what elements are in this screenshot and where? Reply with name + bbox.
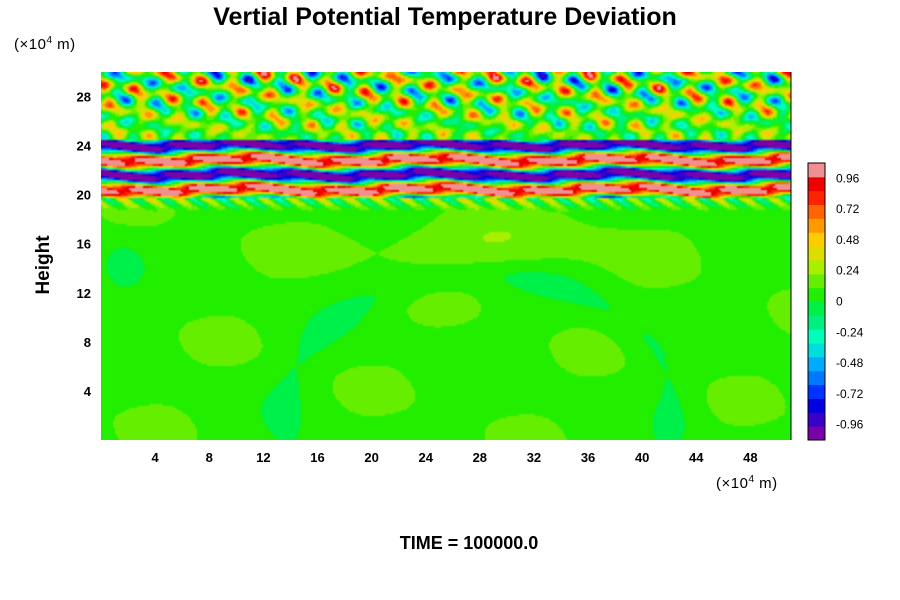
colorbar [807, 162, 826, 441]
x-tick-label: 40 [635, 450, 649, 465]
colorbar-tick-label: -0.72 [836, 387, 864, 401]
x-tick-label: 36 [581, 450, 595, 465]
chart-title: Vertial Potential Temperature Deviation [213, 3, 677, 31]
colorbar-swatch [808, 315, 825, 330]
x-tick-label: 16 [310, 450, 324, 465]
x-tick-label: 28 [473, 450, 487, 465]
y-tick-label: 4 [84, 384, 92, 399]
colorbar-swatch [808, 356, 825, 372]
x-tick-label: 32 [527, 450, 541, 465]
y-axis-unit: (×104 m) [14, 35, 76, 53]
y-tick-label: 24 [77, 139, 92, 154]
colorbar-tick-label: 0.48 [836, 233, 860, 247]
colorbar-swatch [808, 412, 825, 427]
y-axis-label: Height [33, 235, 54, 295]
colorbar-tick-label: -0.96 [836, 418, 864, 432]
colorbar-swatch [808, 384, 825, 399]
y-tick-label: 8 [84, 335, 91, 350]
time-label: TIME = 100000.0 [400, 533, 539, 553]
colorbar-swatch [808, 273, 825, 289]
colorbar-tick-label: 0.24 [836, 264, 860, 278]
colorbar-tick-label: 0.72 [836, 202, 860, 216]
x-tick-label: 44 [689, 450, 704, 465]
x-axis-unit: (×104 m) [716, 474, 778, 492]
colorbar-tick-label: -0.24 [836, 325, 864, 339]
colorbar-swatch [808, 301, 825, 316]
colorbar-tick-labels: -0.96 -0.72 -0.48 -0.24 0 0.24 0.48 0.72 0.96 [836, 171, 864, 431]
colorbar-tick-label: -0.48 [836, 356, 864, 370]
colorbar-swatch [808, 426, 825, 441]
colorbar-swatch [808, 370, 825, 386]
colorbar-swatch [808, 232, 825, 247]
colorbar-swatch [808, 287, 825, 302]
colorbar-border [807, 162, 826, 441]
colorbar-swatch [808, 204, 825, 219]
plot-area [101, 72, 792, 440]
colorbar-swatch [808, 190, 825, 206]
x-tick-label: 8 [206, 450, 213, 465]
y-tick-label: 20 [77, 188, 91, 203]
colorbar-swatch [808, 176, 825, 192]
x-tick-label: 4 [152, 450, 160, 465]
y-tick-label: 16 [77, 237, 91, 252]
x-tick-label: 24 [418, 450, 433, 465]
heatmap-field [101, 72, 791, 440]
y-tick-label: 12 [77, 286, 91, 301]
colorbar-swatch [808, 246, 825, 261]
colorbar-tick-label: 0.96 [836, 171, 860, 185]
colorbar-swatch [808, 343, 825, 358]
colorbar-tick-label: 0 [836, 295, 843, 309]
y-tick-labels: 4 8 12 16 20 24 28 [77, 90, 92, 399]
y-tick-label: 28 [77, 90, 91, 105]
colorbar-swatch [808, 259, 825, 275]
x-tick-label: 48 [743, 450, 757, 465]
x-tick-label: 20 [364, 450, 378, 465]
colorbar-swatch [808, 218, 825, 233]
x-tick-labels: 4 8 12 16 20 24 28 32 36 40 44 48 [152, 450, 758, 465]
colorbar-swatch [808, 329, 825, 344]
colorbar-swatch [808, 398, 825, 413]
colorbar-swatch [808, 163, 825, 178]
x-tick-label: 12 [256, 450, 270, 465]
